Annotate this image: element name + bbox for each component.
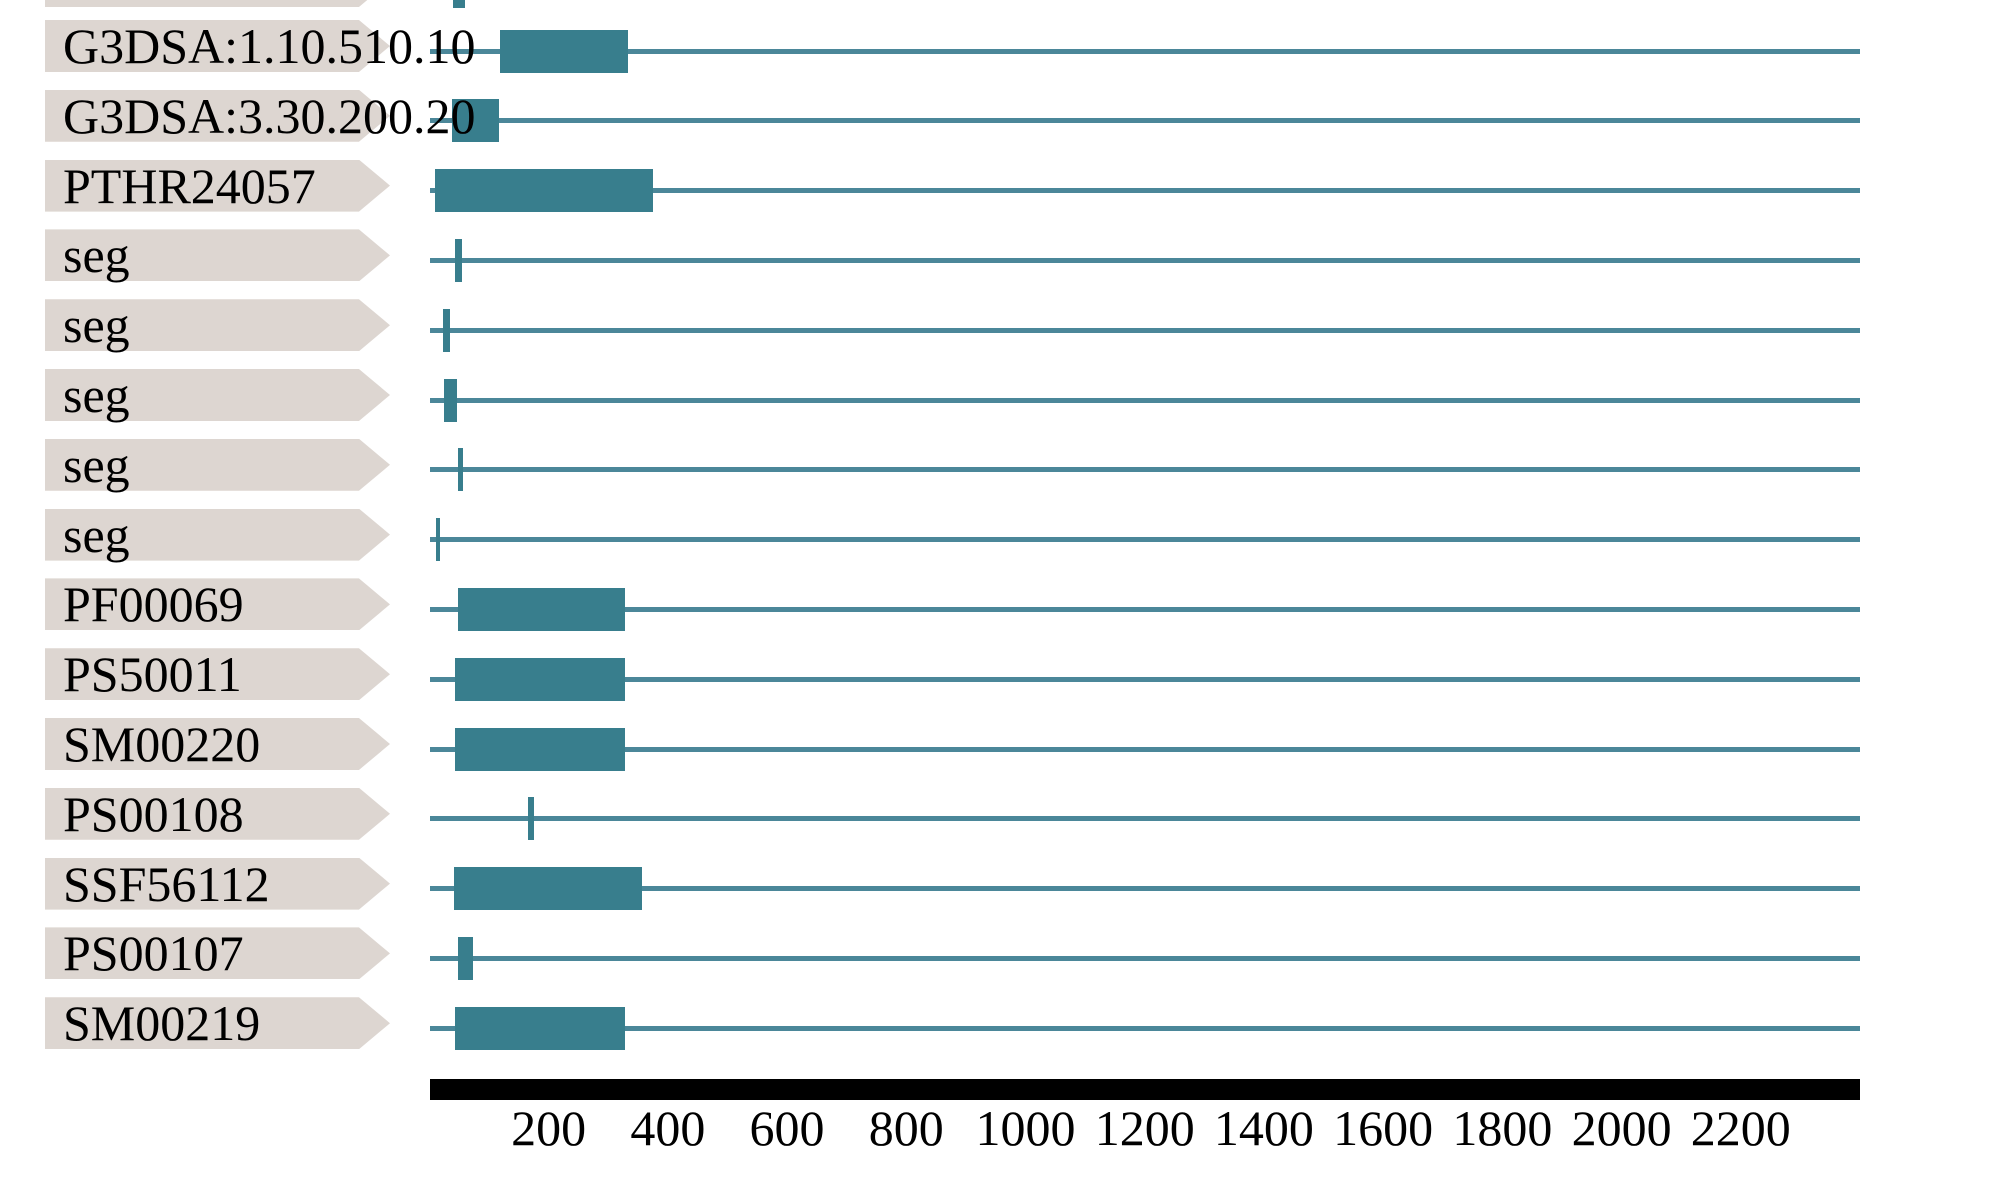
sequence-line	[430, 676, 1860, 682]
track-label-text: SM00220	[63, 716, 261, 772]
track-label[interactable]: G3DSA:3.30.200.20	[45, 87, 476, 144]
domain-feature[interactable]	[435, 518, 441, 562]
axis-tick-label: 2200	[1690, 1100, 1791, 1156]
track-label-text: SSF56112	[63, 855, 270, 912]
domain-feature[interactable]	[453, 867, 643, 911]
track-label-text: PF00069	[63, 576, 244, 633]
sequence-line	[430, 48, 1860, 54]
sequence-line	[430, 537, 1860, 543]
domain-feature[interactable]	[443, 378, 457, 422]
track-label[interactable]: SM00220	[45, 716, 390, 772]
sequence-line	[430, 746, 1860, 752]
domain-feature[interactable]	[499, 29, 628, 73]
track-label[interactable]: seg	[45, 436, 390, 493]
domain-feature[interactable]	[458, 936, 473, 980]
domain-feature[interactable]	[458, 448, 463, 492]
sequence-line	[430, 257, 1860, 263]
track-label[interactable]: SSF56112	[45, 855, 390, 912]
label-arrow-shape	[45, 927, 390, 980]
domain-feature[interactable]	[455, 657, 625, 701]
label-arrow-shape	[45, 299, 390, 352]
sequence-line	[430, 955, 1860, 961]
track-label-text: seg	[63, 297, 130, 354]
axis-tick-label: 1400	[1213, 1100, 1314, 1156]
track-label-text: seg	[63, 367, 130, 423]
track-label-text: PTHR24057	[63, 157, 316, 214]
label-arrow-shape	[45, 997, 390, 1050]
track-label[interactable]: PS00107	[45, 925, 390, 982]
track-label[interactable]: seg	[45, 506, 390, 563]
axis-tick-label: 1000	[975, 1100, 1076, 1156]
domain-feature[interactable]	[452, 99, 500, 143]
track-label[interactable]: PTHR24057	[45, 157, 390, 214]
label-arrow-shape	[45, 508, 390, 561]
track-label[interactable]: PF00069	[45, 576, 390, 633]
axis-tick-label: 600	[749, 1100, 825, 1156]
track-label-text: PS00107	[63, 925, 244, 982]
label-arrow-shape	[45, 718, 390, 770]
track-label-text: seg	[63, 436, 130, 493]
sequence-line	[430, 467, 1860, 473]
track-label[interactable]: PS00108	[45, 785, 390, 842]
sequence-line	[430, 886, 1860, 892]
sequence-axis-bar	[430, 1079, 1860, 1100]
sequence-line	[430, 327, 1860, 333]
label-arrow-shape	[45, 438, 390, 491]
label-arrow-shape	[45, 369, 390, 421]
label-arrow-shape	[45, 89, 390, 142]
axis-tick-label: 1600	[1333, 1100, 1434, 1156]
sequence-line	[430, 188, 1860, 194]
axis-tick-label: 400	[630, 1100, 706, 1156]
sequence-line	[430, 1025, 1860, 1031]
label-arrow-shape	[45, 648, 390, 701]
track-label[interactable]: G3DSA:1.10.510.10	[45, 18, 476, 74]
track-label-text: seg	[63, 506, 130, 563]
axis-tick-label: 1800	[1452, 1100, 1553, 1156]
label-arrow-shape	[45, 20, 390, 72]
domain-feature[interactable]	[455, 727, 625, 771]
axis-tick-label: 2000	[1571, 1100, 1672, 1156]
track-label[interactable]: PS50011	[45, 646, 390, 703]
track-label[interactable]: seg	[45, 227, 390, 284]
track-label-text: seg	[63, 227, 130, 284]
track-label-text: PS00108	[63, 785, 244, 842]
track-label[interactable]	[45, 0, 390, 7]
axis-tick-label: 1200	[1094, 1100, 1195, 1156]
domain-feature[interactable]	[434, 169, 653, 213]
track-label-text: PS50011	[63, 646, 242, 703]
domain-feature[interactable]	[453, 0, 466, 8]
domain-feature[interactable]	[527, 797, 534, 841]
axis-tick-label: 800	[868, 1100, 944, 1156]
label-arrow-shape	[45, 787, 390, 840]
sequence-line	[430, 397, 1860, 403]
track-label[interactable]: seg	[45, 367, 390, 423]
domain-feature[interactable]	[443, 308, 451, 352]
domain-feature[interactable]	[455, 1006, 625, 1050]
sequence-line	[430, 118, 1860, 124]
label-arrow-shape	[45, 578, 390, 631]
domain-feature[interactable]	[458, 587, 625, 631]
track-label-text: G3DSA:1.10.510.10	[63, 18, 476, 74]
track-label[interactable]: seg	[45, 297, 390, 354]
label-arrow-shape	[45, 857, 390, 910]
label-arrow-shape	[45, 0, 390, 7]
sequence-line	[430, 816, 1860, 822]
track-label[interactable]: SM00219	[45, 995, 390, 1052]
track-label-text: G3DSA:3.30.200.20	[63, 87, 476, 144]
label-arrow-shape	[45, 229, 390, 282]
axis-tick-label: 200	[511, 1100, 587, 1156]
track-label-text: SM00219	[63, 995, 261, 1052]
sequence-line	[430, 606, 1860, 612]
label-arrow-shape	[45, 159, 390, 212]
domain-feature[interactable]	[455, 238, 463, 282]
